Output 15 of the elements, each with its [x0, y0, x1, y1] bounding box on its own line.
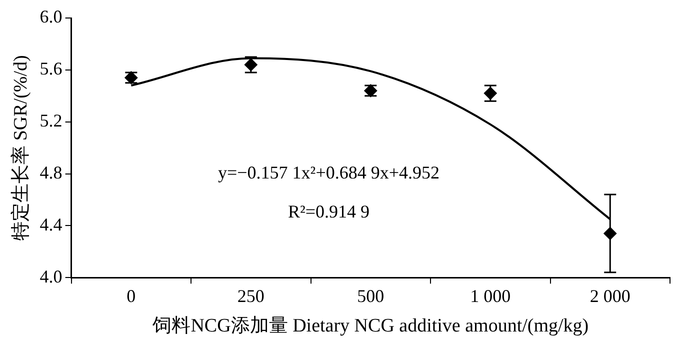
y-tick-label: 4.4	[40, 214, 62, 234]
x-tick-label: 250	[237, 286, 264, 306]
x-tick-label: 0	[126, 286, 136, 306]
y-tick-label: 4.0	[40, 266, 62, 286]
y-tick-label: 4.8	[40, 162, 62, 182]
y-tick-label: 5.6	[40, 58, 62, 79]
y-tick-label: 6.0	[40, 6, 62, 27]
y-tick-label: 5.2	[40, 110, 62, 131]
x-axis-title: 饲料NCG添加量 Dietary NCG additive amount/(mg/kg)	[152, 316, 589, 337]
x-tick-label: 2 000	[590, 286, 630, 306]
annotation: y=−0.157 1x²+0.684 9x+4.952	[218, 162, 440, 182]
annotation: R²=0.914 9	[288, 201, 370, 222]
y-axis-title: 特定生长率 SGR/(%/d)	[9, 55, 32, 240]
x-tick-label: 500	[357, 286, 384, 306]
x-tick-label: 1 000	[470, 286, 511, 306]
